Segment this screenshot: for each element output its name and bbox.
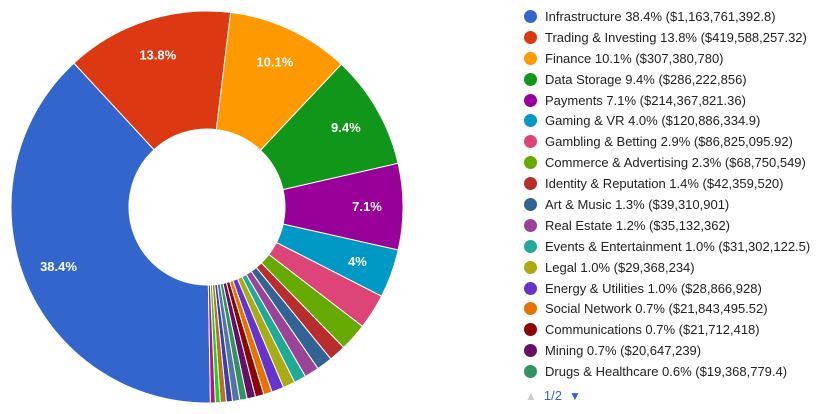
donut-chart-panel: 38.4% 13.8% 10.1% 9.4% 7.1% 4% xyxy=(10,10,404,404)
pie-slice-value-label: 9.4% xyxy=(331,120,361,135)
pie-slice-value-label: 13.8% xyxy=(139,47,176,62)
legend-label: Identity & Reputation 1.4% ($42,359,520) xyxy=(545,176,784,192)
legend-label: Events & Entertainment 1.0% ($31,302,122… xyxy=(545,238,811,254)
pie-slice-value-label: 4% xyxy=(348,254,367,269)
legend-label: Finance 10.1% ($307,380,780) xyxy=(545,50,724,66)
donut-chart: 38.4% 13.8% 10.1% 9.4% 7.1% 4% xyxy=(10,10,404,404)
pie-slice-value-label: 7.1% xyxy=(352,199,382,214)
legend-swatch-icon xyxy=(524,72,537,86)
legend-label: Infrastructure 38.4% ($1,163,761,392.8) xyxy=(545,8,776,24)
legend-swatch-icon xyxy=(524,114,537,128)
pie-slice-infrastructure[interactable] xyxy=(10,62,211,404)
legend-item-infrastructure: Infrastructure 38.4% ($1,163,761,392.8) xyxy=(524,6,816,27)
legend-label: Gambling & Betting 2.9% ($86,825,095.92) xyxy=(545,134,793,150)
legend-label: Commerce & Advertising 2.3% ($68,750,549… xyxy=(545,155,806,171)
legend-swatch-icon xyxy=(524,323,537,337)
legend-item-communications: Communications 0.7% ($21,712,418) xyxy=(524,319,816,340)
legend-swatch-icon xyxy=(524,239,537,253)
legend-pagination: ▲ 1/2 ▼ xyxy=(524,388,816,403)
legend-label: Legal 1.0% ($29,368,234) xyxy=(545,259,695,275)
legend-item-data-storage: Data Storage 9.4% ($286,222,856) xyxy=(524,69,816,90)
legend-label: Payments 7.1% ($214,367,821.36) xyxy=(545,92,746,108)
legend-item-gaming-and-vr: Gaming & VR 4.0% ($120,886,334.9) xyxy=(524,110,816,131)
legend-swatch-icon xyxy=(524,30,537,44)
legend-label: Mining 0.7% ($20,647,239) xyxy=(545,343,702,359)
legend-swatch-icon xyxy=(524,177,537,191)
legend-swatch-icon xyxy=(524,9,537,23)
pie-slice-trading-and-investing[interactable] xyxy=(73,10,232,151)
legend-label: Art & Music 1.3% ($39,310,901) xyxy=(545,196,730,212)
legend-label: Communications 0.7% ($21,712,418) xyxy=(545,322,760,338)
legend-swatch-icon xyxy=(524,197,537,211)
legend-item-finance: Finance 10.1% ($307,380,780) xyxy=(524,48,816,69)
legend-item-identity-and-reputation: Identity & Reputation 1.4% ($42,359,520) xyxy=(524,173,816,194)
legend-item-events-and-entertainment: Events & Entertainment 1.0% ($31,302,122… xyxy=(524,236,816,257)
legend-items: Infrastructure 38.4% ($1,163,761,392.8) T… xyxy=(524,6,816,382)
legend-label: Energy & Utilities 1.0% ($28,866,928) xyxy=(545,280,762,296)
legend-item-real-estate: Real Estate 1.2% ($35,132,362) xyxy=(524,215,816,236)
legend-item-trading-and-investing: Trading & Investing 13.8% ($419,588,257.… xyxy=(524,27,816,48)
legend-page-down-icon[interactable]: ▼ xyxy=(568,388,581,403)
legend-swatch-icon xyxy=(524,93,537,107)
legend-item-mining: Mining 0.7% ($20,647,239) xyxy=(524,340,816,361)
legend-swatch-icon xyxy=(524,51,537,65)
legend-item-commerce-and-advertising: Commerce & Advertising 2.3% ($68,750,549… xyxy=(524,152,816,173)
legend-item-drugs-and-healthcare: Drugs & Healthcare 0.6% ($19,368,779.4) xyxy=(524,361,816,382)
legend-label: Trading & Investing 13.8% ($419,588,257.… xyxy=(545,29,807,45)
legend-label: Gaming & VR 4.0% ($120,886,334.9) xyxy=(545,113,761,129)
legend-swatch-icon xyxy=(524,281,537,295)
legend-swatch-icon xyxy=(524,218,537,232)
legend-swatch-icon xyxy=(524,365,537,379)
legend-label: Data Storage 9.4% ($286,222,856) xyxy=(545,71,747,87)
pie-slice-value-label: 10.1% xyxy=(256,55,293,70)
pie-slice-other[interactable] xyxy=(207,284,216,404)
legend-page-indicator: 1/2 xyxy=(543,388,562,404)
legend-swatch-icon xyxy=(524,156,537,170)
legend-swatch-icon xyxy=(524,302,537,316)
legend-item-art-and-music: Art & Music 1.3% ($39,310,901) xyxy=(524,194,816,215)
legend-swatch-icon xyxy=(524,260,537,274)
legend-swatch-icon xyxy=(524,135,537,149)
legend-label: Real Estate 1.2% ($35,132,362) xyxy=(545,217,731,233)
legend-label: Drugs & Healthcare 0.6% ($19,368,779.4) xyxy=(545,364,788,380)
legend-item-social-network: Social Network 0.7% ($21,843,495.52) xyxy=(524,298,816,319)
chart-legend: Infrastructure 38.4% ($1,163,761,392.8) T… xyxy=(524,6,816,403)
legend-page-up-icon[interactable]: ▲ xyxy=(525,388,537,403)
legend-item-gambling-and-betting: Gambling & Betting 2.9% ($86,825,095.92) xyxy=(524,131,816,152)
legend-label: Social Network 0.7% ($21,843,495.52) xyxy=(545,301,768,317)
pie-slice-value-label: 38.4% xyxy=(40,259,77,274)
legend-item-legal: Legal 1.0% ($29,368,234) xyxy=(524,257,816,278)
legend-item-energy-and-utilities: Energy & Utilities 1.0% ($28,866,928) xyxy=(524,278,816,299)
legend-swatch-icon xyxy=(524,344,537,358)
legend-item-payments: Payments 7.1% ($214,367,821.36) xyxy=(524,90,816,111)
